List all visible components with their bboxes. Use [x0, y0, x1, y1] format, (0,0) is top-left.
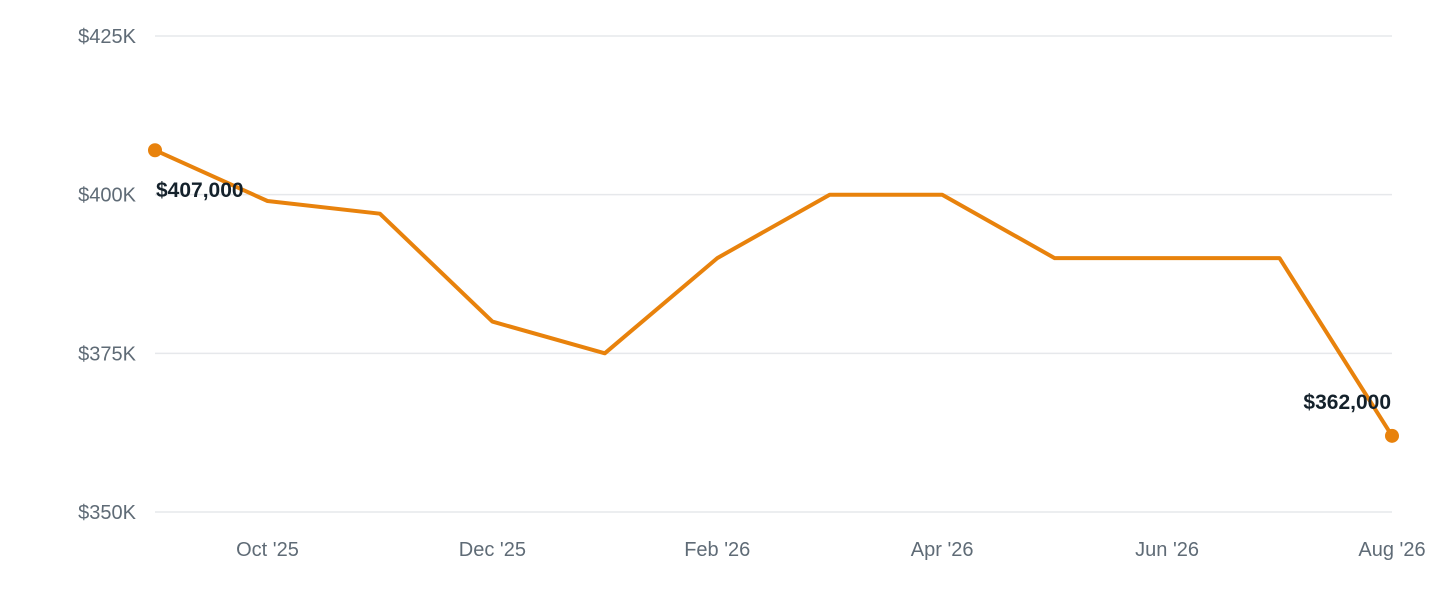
series-line [153, 148, 1394, 438]
endpoint-markers [148, 143, 1399, 443]
y-tick-label: $425K [78, 26, 136, 48]
y-tick-label: $400K [78, 185, 136, 207]
data-labels: $407,000 $362,000 [156, 179, 1391, 414]
y-tick-label: $375K [78, 343, 136, 365]
x-tick-label: Apr '26 [911, 539, 974, 561]
data-label: $362,000 [1303, 391, 1391, 414]
data-label: $407,000 [156, 179, 244, 202]
y-axis: $350K $375K $400K $425K [78, 26, 136, 524]
series-layer [153, 148, 1394, 438]
x-tick-label: Aug '26 [1358, 539, 1425, 561]
x-axis: Oct '25 Dec '25 Feb '26 Apr '26 Jun '26 Aug '… [236, 539, 1426, 561]
y-tick-label: $350K [78, 502, 136, 524]
x-tick-label: Dec '25 [459, 539, 526, 561]
x-tick-label: Feb '26 [684, 539, 750, 561]
x-tick-label: Oct '25 [236, 539, 299, 561]
data-point-marker[interactable] [1385, 428, 1399, 443]
data-point-marker[interactable] [148, 143, 162, 158]
gridlines [155, 35, 1392, 513]
x-tick-label: Jun '26 [1135, 539, 1199, 561]
